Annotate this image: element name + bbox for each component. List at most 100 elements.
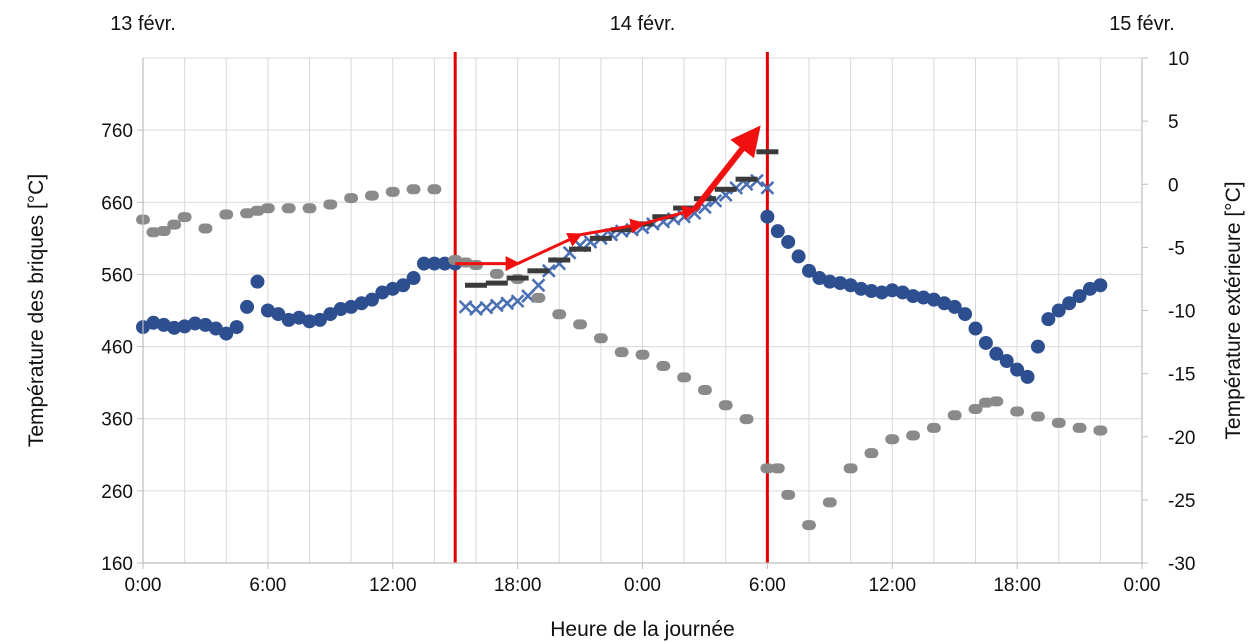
data-point [916, 290, 931, 305]
data-point [947, 410, 962, 421]
data-point [260, 203, 275, 214]
data-point [999, 354, 1014, 368]
data-point [333, 302, 348, 317]
data-point [697, 385, 712, 396]
data-point [271, 307, 286, 322]
data-point [531, 292, 546, 303]
data-point [656, 361, 671, 372]
trend-arrow [692, 125, 761, 212]
vertical-markers [453, 52, 769, 563]
data-point [146, 227, 161, 238]
data-point [302, 314, 317, 329]
data-point [593, 333, 608, 344]
data-point [1072, 289, 1087, 304]
data-point [854, 281, 869, 296]
data-point [573, 319, 588, 330]
axes [137, 57, 1148, 569]
data-point [479, 300, 494, 315]
data-point [833, 276, 848, 291]
data-point [677, 372, 692, 383]
data-point [156, 225, 171, 236]
data-point [344, 193, 359, 204]
x-tick-label: 12:00 [868, 575, 916, 596]
data-point [802, 520, 816, 531]
data-point [506, 275, 529, 281]
data-point [1030, 339, 1045, 354]
data-point [1010, 406, 1025, 417]
data-point [635, 349, 650, 360]
data-point [1041, 312, 1056, 327]
data-point-stroke [510, 294, 525, 309]
data-point [968, 403, 983, 414]
date-label: 13 févr. [110, 13, 176, 35]
x-tick-label: 6:00 [749, 575, 786, 596]
grid [142, 57, 1143, 564]
data-point [527, 268, 550, 274]
data-point [219, 326, 234, 341]
y-left-tick-label: 660 [101, 193, 133, 214]
data-point [552, 309, 567, 320]
data-point [1093, 278, 1108, 293]
data-point [208, 321, 223, 336]
data-point [802, 263, 816, 278]
data-point [978, 397, 993, 408]
data-point [906, 289, 921, 304]
data-point-stroke [458, 299, 473, 314]
data-point [822, 274, 837, 289]
data-point [416, 256, 431, 271]
y-left-tick-label: 360 [101, 410, 133, 431]
data-point [968, 321, 983, 336]
data-point-stroke [469, 302, 483, 316]
data-point [548, 257, 571, 263]
data-point [760, 209, 775, 224]
data-point [989, 396, 1004, 407]
data-point [760, 463, 775, 474]
data-point [885, 283, 900, 298]
y-right-tick-label: 0 [1168, 175, 1179, 196]
data-point [1072, 422, 1087, 433]
y-left-tick-label: 460 [101, 338, 133, 359]
data-point [146, 315, 161, 330]
y-right-tick-label: -10 [1168, 302, 1195, 323]
data-point-stroke [521, 289, 535, 303]
data-point [614, 347, 629, 358]
data-point [396, 278, 411, 293]
data-point [281, 203, 296, 214]
data-point [1051, 303, 1066, 318]
data-point [385, 186, 400, 197]
y-left-tick-label: 160 [101, 554, 133, 575]
data-point [1062, 296, 1077, 311]
data-point [188, 316, 203, 331]
y-left-tick-label: 560 [101, 265, 133, 286]
data-point [465, 282, 487, 288]
data-point [167, 320, 182, 335]
date-label: 15 févr. [1109, 13, 1175, 35]
data-point [177, 212, 192, 223]
x-tick-label: 18:00 [494, 575, 542, 596]
data-point [885, 434, 900, 445]
data-point [978, 335, 993, 350]
data-point [240, 299, 255, 314]
x-tick-label: 0:00 [624, 575, 661, 596]
data-point [756, 149, 779, 155]
data-point [427, 184, 442, 195]
x-tick-label: 12:00 [369, 575, 417, 596]
data-point [1010, 362, 1025, 377]
trend-arrow [579, 218, 646, 237]
data-point [323, 307, 338, 322]
y-left-tick-label: 260 [101, 482, 133, 503]
data-point-stroke [760, 180, 775, 195]
data-point [485, 280, 508, 286]
data-point [569, 246, 592, 252]
data-point [312, 312, 327, 327]
data-point [364, 190, 379, 201]
data-point [458, 299, 473, 314]
data-point [714, 186, 737, 192]
data-point [589, 235, 612, 241]
data-points [136, 149, 1108, 531]
y-right-tick-label: -25 [1168, 491, 1195, 512]
data-point [406, 184, 421, 195]
data-point [1020, 369, 1035, 384]
data-point [500, 296, 515, 311]
data-point-stroke [479, 300, 494, 315]
